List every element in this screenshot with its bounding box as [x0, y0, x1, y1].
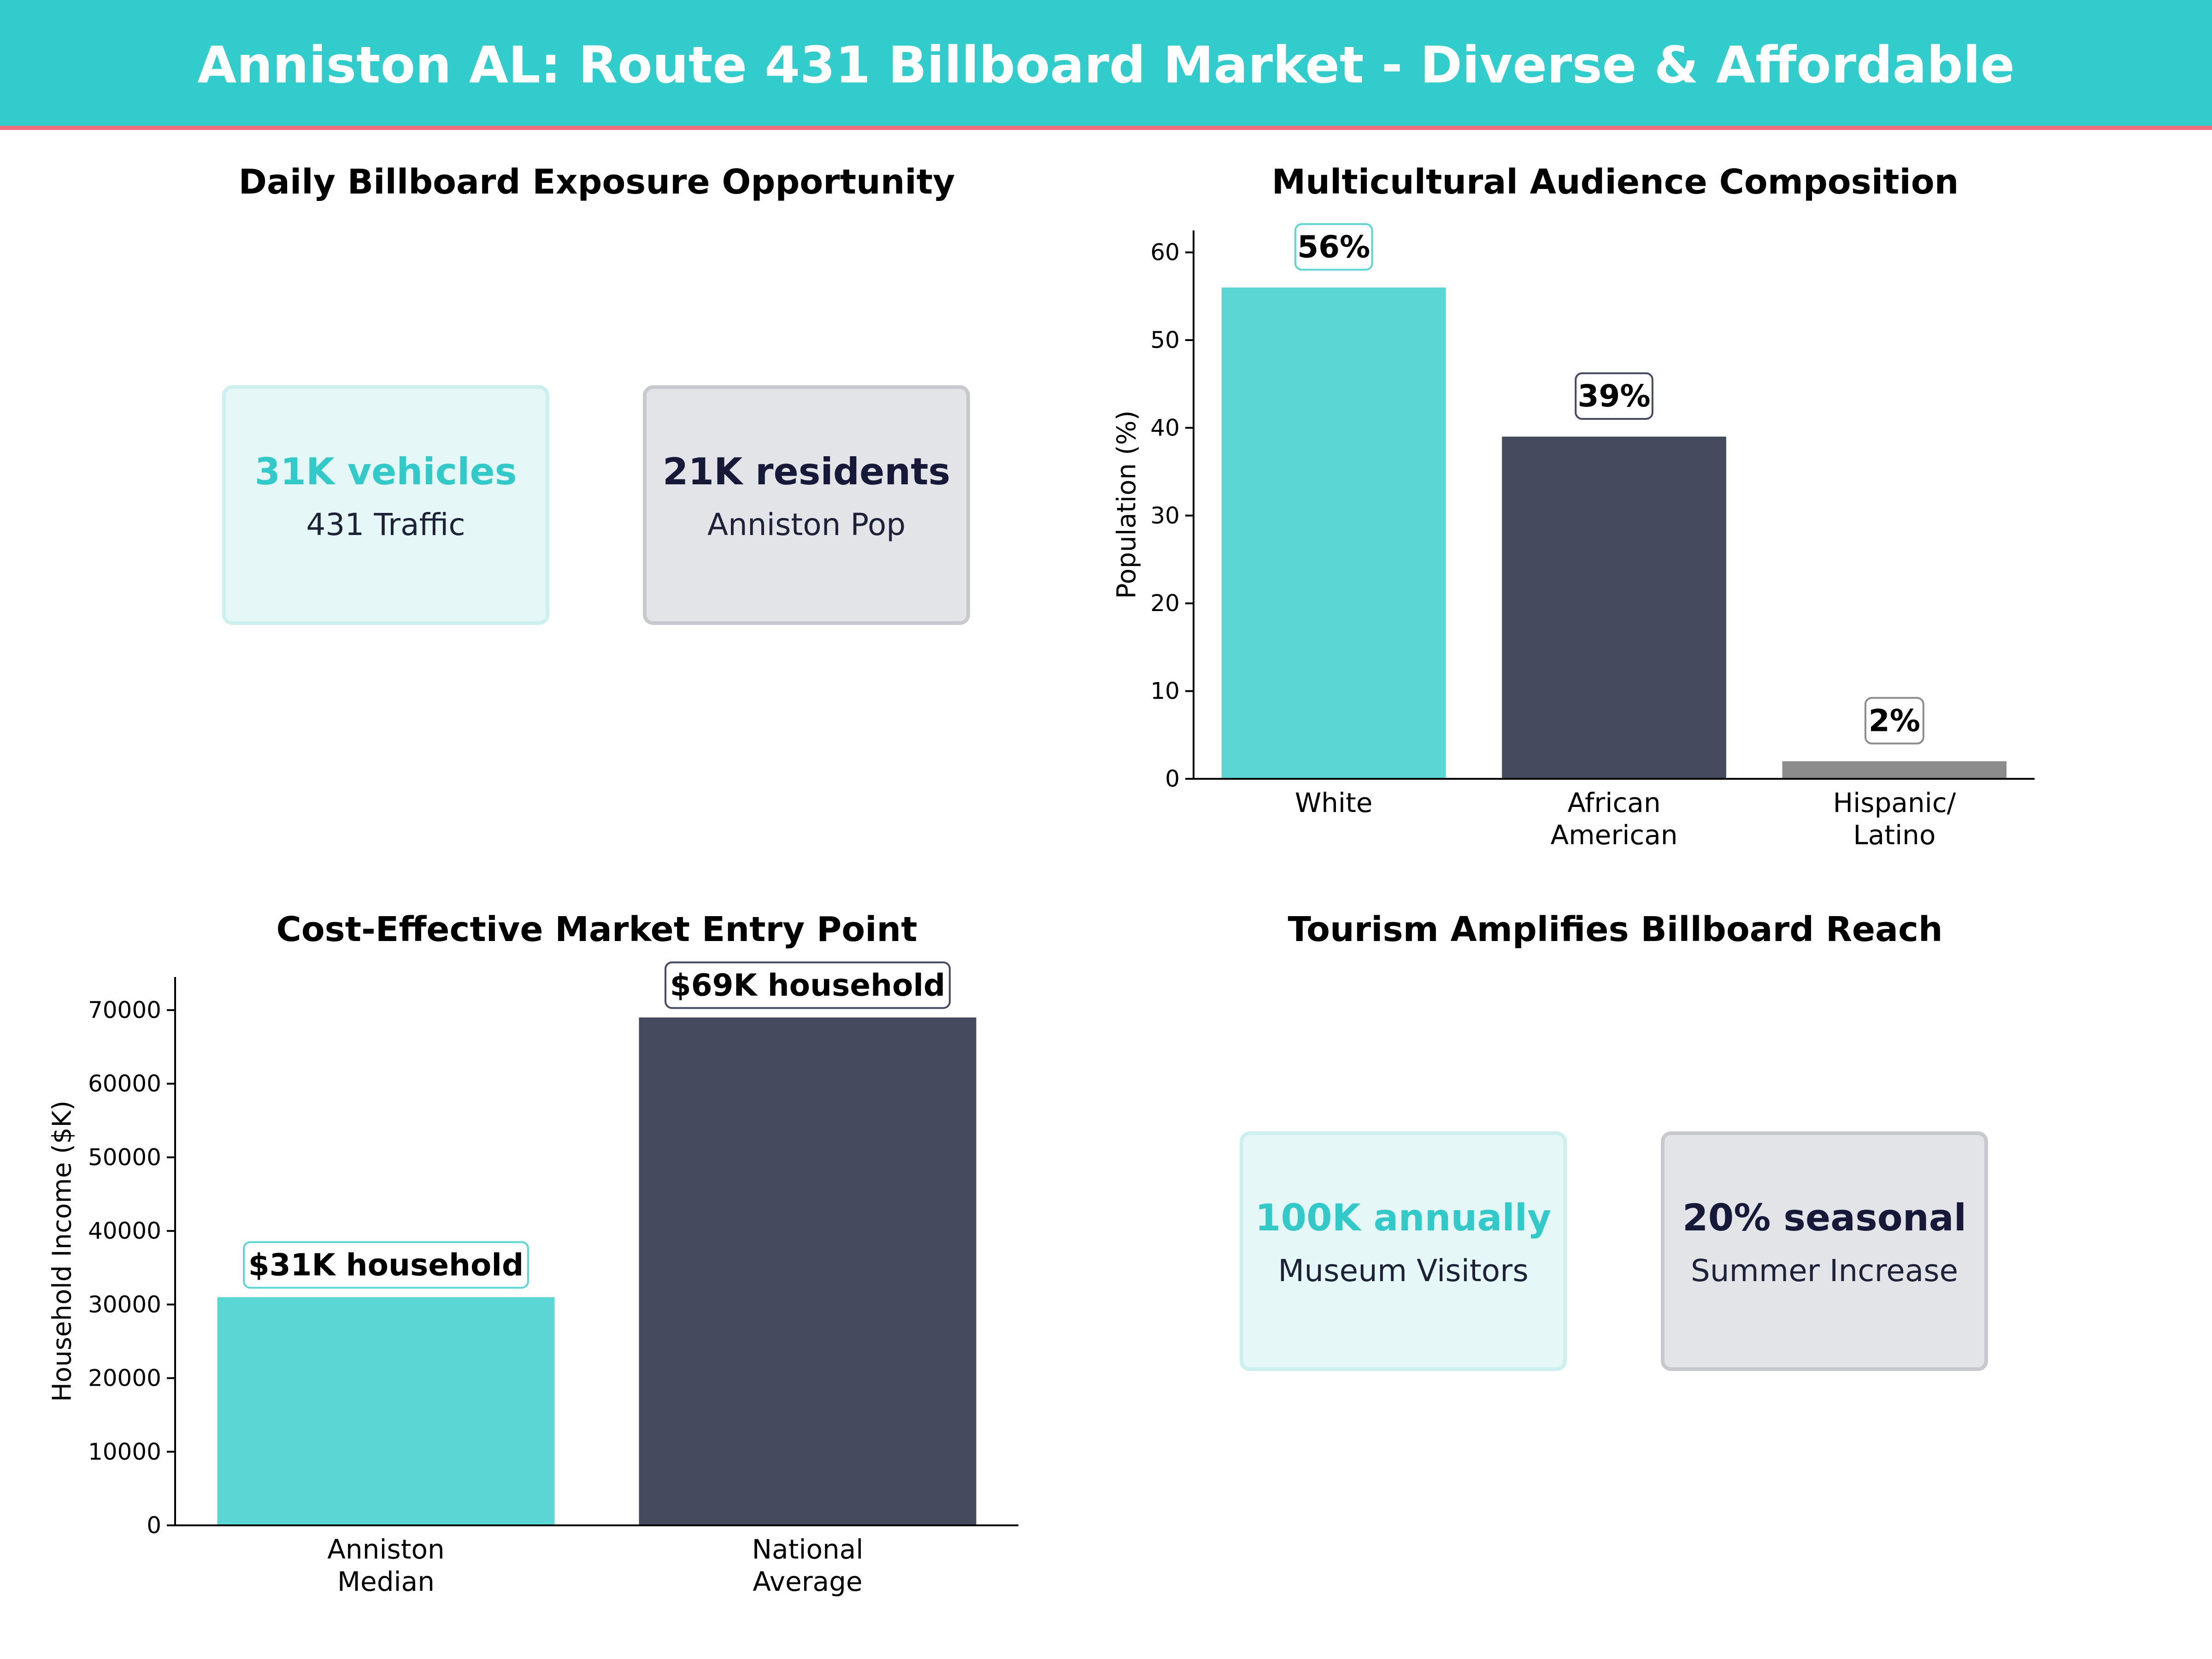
data-label-1: $69K household	[670, 967, 945, 1003]
bar-0	[1221, 287, 1446, 779]
population-card: 21K residents Anniston Pop	[643, 385, 970, 625]
category-label-2-0: Hispanic/	[1833, 787, 1956, 818]
audience-chart-title: Multicultural Audience Composition	[1271, 162, 1959, 202]
y-tick-label-7: 70000	[88, 997, 161, 1024]
category-label-1-1: American	[1550, 819, 1677, 851]
y-tick-label-0: 0	[147, 1512, 161, 1539]
y-tick-label-5: 50	[1150, 327, 1180, 353]
museum-visitors-label: Museum Visitors	[1278, 1253, 1529, 1288]
y-tick-label-4: 40	[1150, 414, 1180, 441]
bar-2	[1782, 761, 2007, 779]
header-banner	[0, 0, 2212, 130]
traffic-label: 431 Traffic	[306, 507, 465, 542]
data-label-box-0	[1294, 223, 1373, 271]
y-tick-label-1: 10000	[88, 1438, 161, 1465]
summer-increase-label: Summer Increase	[1690, 1253, 1959, 1288]
tourism-title: Tourism Amplifies Billboard Reach	[1288, 910, 1943, 949]
bar-0	[217, 1297, 555, 1525]
category-label-1-1: Average	[753, 1566, 862, 1597]
traffic-card: 31K vehicles 431 Traffic	[222, 385, 549, 625]
museum-visitors-card: 100K annually Museum Visitors	[1240, 1131, 1567, 1371]
category-label-2-1: Latino	[1853, 819, 1936, 851]
y-tick-label-1: 10	[1150, 678, 1180, 705]
data-label-box-1	[1575, 372, 1653, 420]
y-tick-label-3: 30	[1150, 502, 1180, 529]
y-axis-label: Population (%)	[1112, 411, 1142, 599]
category-label-0-0: White	[1295, 787, 1373, 818]
summer-increase-value: 20% seasonal	[1682, 1196, 1967, 1239]
category-label-1-0: African	[1567, 787, 1660, 818]
data-label-0: $31K household	[248, 1247, 524, 1282]
data-label-1: 39%	[1578, 378, 1651, 414]
category-label-0-1: Median	[337, 1566, 435, 1597]
y-tick-label-0: 0	[1165, 765, 1180, 792]
data-label-box-2	[1864, 697, 1924, 745]
y-tick-label-6: 60	[1150, 239, 1180, 266]
museum-visitors-value: 100K annually	[1255, 1196, 1552, 1239]
y-tick-label-5: 50000	[88, 1144, 161, 1171]
income-chart-title: Cost-Effective Market Entry Point	[276, 910, 918, 949]
y-tick-label-6: 60000	[88, 1071, 161, 1097]
population-label: Anniston Pop	[707, 507, 906, 542]
data-label-box-0	[243, 1241, 529, 1289]
data-label-2: 2%	[1869, 703, 1920, 738]
y-axis-label: Household Income ($K)	[47, 1100, 77, 1402]
page-title: Anniston AL: Route 431 Billboard Market …	[197, 35, 2015, 94]
bar-1	[1502, 436, 1726, 779]
data-label-0: 56%	[1297, 229, 1370, 265]
category-label-0-0: Anniston	[327, 1534, 445, 1565]
y-tick-label-3: 30000	[88, 1291, 161, 1318]
population-value: 21K residents	[662, 450, 951, 493]
category-label-1-0: National	[752, 1534, 864, 1565]
traffic-value: 31K vehicles	[254, 450, 517, 493]
y-tick-label-4: 40000	[88, 1218, 161, 1244]
exposure-title: Daily Billboard Exposure Opportunity	[238, 162, 955, 202]
data-label-box-1	[665, 961, 951, 1009]
summer-increase-card: 20% seasonal Summer Increase	[1661, 1131, 1988, 1371]
y-tick-label-2: 20000	[88, 1365, 161, 1392]
y-tick-label-2: 20	[1150, 590, 1180, 617]
bar-1	[639, 1017, 977, 1525]
